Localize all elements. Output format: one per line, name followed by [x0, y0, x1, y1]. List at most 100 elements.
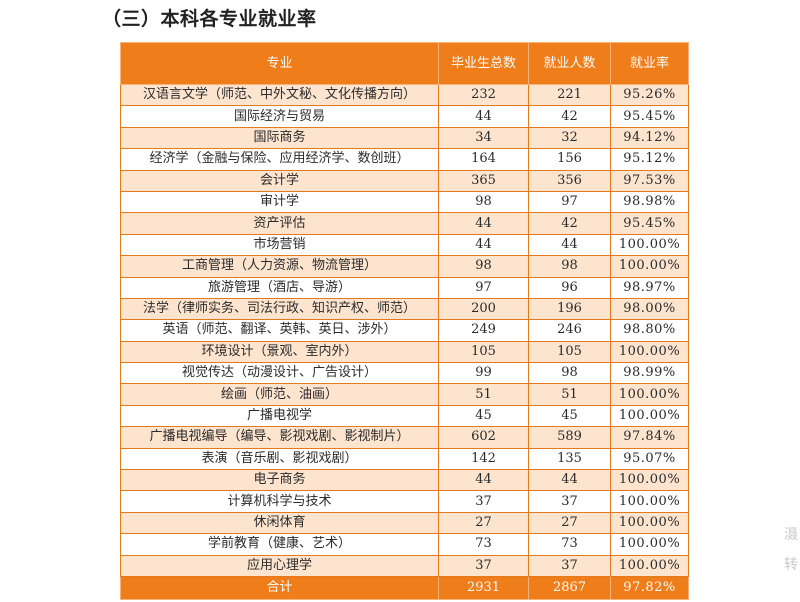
cell-graduates: 200	[438, 297, 529, 321]
cell-rate: 98.80%	[610, 319, 689, 342]
table-row: 旅游管理（酒店、导游） 97 96 98.97%	[120, 276, 689, 299]
cell-major: 广播电视编导（编导、影视戏剧、影视制片）	[120, 426, 439, 449]
cell-graduates: 44	[438, 105, 529, 128]
table-row: 国际商务 34 32 94.12%	[120, 126, 689, 150]
cell-major: 国际经济与贸易	[120, 105, 439, 128]
cell-graduates: 98	[438, 190, 529, 214]
table-row: 会计学 365 356 97.53%	[120, 169, 689, 192]
cell-employed: 37	[528, 490, 611, 513]
cell-major: 旅游管理（酒店、导游）	[120, 276, 439, 299]
cell-graduates: 97	[438, 276, 529, 299]
cell-employed: 45	[528, 404, 611, 428]
table-row: 经济学（金融与保险、应用经济学、数创班） 164 156 95.12%	[120, 148, 689, 171]
cell-employed: 105	[528, 340, 611, 364]
cell-graduates: 99	[438, 362, 529, 385]
header-graduates: 毕业生总数	[438, 42, 529, 85]
cell-major: 计算机科学与技术	[120, 490, 439, 513]
table-row: 应用心理学 37 37 100.00%	[120, 554, 689, 577]
table-row: 资产评估 44 42 95.45%	[120, 212, 689, 235]
cell-rate: 100.00%	[610, 383, 689, 406]
cell-graduates: 51	[438, 383, 529, 406]
cell-employed: 96	[528, 276, 611, 299]
table-header-row: 专业 毕业生总数 就业人数 就业率	[120, 42, 689, 85]
table-row: 市场营销 44 44 100.00%	[120, 233, 689, 257]
cell-graduates: 44	[438, 212, 529, 235]
cell-employed: 44	[528, 233, 611, 257]
cell-rate: 100.00%	[610, 533, 689, 556]
total-graduates: 2931	[438, 575, 529, 600]
table-row: 表演（音乐剧、影视戏剧） 142 135 95.07%	[120, 447, 689, 471]
cell-graduates: 37	[438, 554, 529, 577]
cell-major: 学前教育（健康、艺术）	[120, 533, 439, 556]
cell-graduates: 105	[438, 340, 529, 364]
cell-employed: 42	[528, 105, 611, 128]
cell-graduates: 232	[438, 83, 529, 107]
table-row: 计算机科学与技术 37 37 100.00%	[120, 490, 689, 513]
cell-major: 国际商务	[120, 126, 439, 150]
cell-graduates: 44	[438, 469, 529, 492]
cell-graduates: 34	[438, 126, 529, 150]
cell-major: 表演（音乐剧、影视戏剧）	[120, 447, 439, 471]
cell-employed: 356	[528, 169, 611, 192]
cell-employed: 246	[528, 319, 611, 342]
cell-employed: 98	[528, 255, 611, 278]
table-row: 审计学 98 97 98.98%	[120, 190, 689, 214]
cell-graduates: 37	[438, 490, 529, 513]
total-label: 合计	[120, 575, 439, 600]
table-row: 英语（师范、翻译、英韩、英日、涉外） 249 246 98.80%	[120, 319, 689, 342]
table-row: 视觉传达（动漫设计、广告设计） 99 98 98.99%	[120, 362, 689, 385]
cell-employed: 37	[528, 554, 611, 577]
edge-text-fragment: 转	[784, 557, 798, 573]
cell-rate: 100.00%	[610, 490, 689, 513]
cell-employed: 98	[528, 362, 611, 385]
cell-rate: 95.12%	[610, 148, 689, 171]
cell-employed: 196	[528, 297, 611, 321]
cell-major: 工商管理（人力资源、物流管理）	[120, 255, 439, 278]
cell-major: 视觉传达（动漫设计、广告设计）	[120, 362, 439, 385]
cell-employed: 156	[528, 148, 611, 171]
cell-graduates: 142	[438, 447, 529, 471]
cell-graduates: 98	[438, 255, 529, 278]
table-row: 汉语言文学（师范、中外文秘、文化传播方向） 232 221 95.26%	[120, 83, 689, 107]
cell-major: 应用心理学	[120, 554, 439, 577]
cell-employed: 73	[528, 533, 611, 556]
table-row: 绘画（师范、油画） 51 51 100.00%	[120, 383, 689, 406]
cell-major: 会计学	[120, 169, 439, 192]
cell-employed: 221	[528, 83, 611, 107]
cell-rate: 100.00%	[610, 554, 689, 577]
cell-rate: 95.45%	[610, 105, 689, 128]
total-rate: 97.82%	[610, 575, 689, 600]
cell-employed: 589	[528, 426, 611, 449]
table-row: 休闲体育 27 27 100.00%	[120, 511, 689, 535]
cell-rate: 98.97%	[610, 276, 689, 299]
cell-graduates: 164	[438, 148, 529, 171]
table-row: 学前教育（健康、艺术） 73 73 100.00%	[120, 533, 689, 556]
cell-employed: 135	[528, 447, 611, 471]
cell-graduates: 44	[438, 233, 529, 257]
cell-rate: 100.00%	[610, 233, 689, 257]
table-total-row: 合计 2931 2867 97.82%	[120, 575, 689, 600]
cell-major: 绘画（师范、油画）	[120, 383, 439, 406]
cell-rate: 100.00%	[610, 404, 689, 428]
cell-rate: 100.00%	[610, 255, 689, 278]
header-rate: 就业率	[610, 42, 689, 85]
cell-graduates: 365	[438, 169, 529, 192]
cell-graduates: 249	[438, 319, 529, 342]
cell-employed: 32	[528, 126, 611, 150]
cell-major: 汉语言文学（师范、中外文秘、文化传播方向）	[120, 83, 439, 107]
cell-rate: 95.07%	[610, 447, 689, 471]
section-title: （三）本科各专业就业率	[102, 8, 317, 30]
employment-rate-table: 专业 毕业生总数 就业人数 就业率 汉语言文学（师范、中外文秘、文化传播方向） 2…	[120, 42, 689, 600]
cell-major: 休闲体育	[120, 511, 439, 535]
cell-rate: 97.53%	[610, 169, 689, 192]
cell-major: 审计学	[120, 190, 439, 214]
cell-major: 环境设计（景观、室内外）	[120, 340, 439, 364]
cell-employed: 51	[528, 383, 611, 406]
cell-employed: 44	[528, 469, 611, 492]
cell-rate: 95.45%	[610, 212, 689, 235]
cell-graduates: 45	[438, 404, 529, 428]
cell-rate: 97.84%	[610, 426, 689, 449]
cell-rate: 98.00%	[610, 297, 689, 321]
cell-rate: 94.12%	[610, 126, 689, 150]
cell-major: 英语（师范、翻译、英韩、英日、涉外）	[120, 319, 439, 342]
